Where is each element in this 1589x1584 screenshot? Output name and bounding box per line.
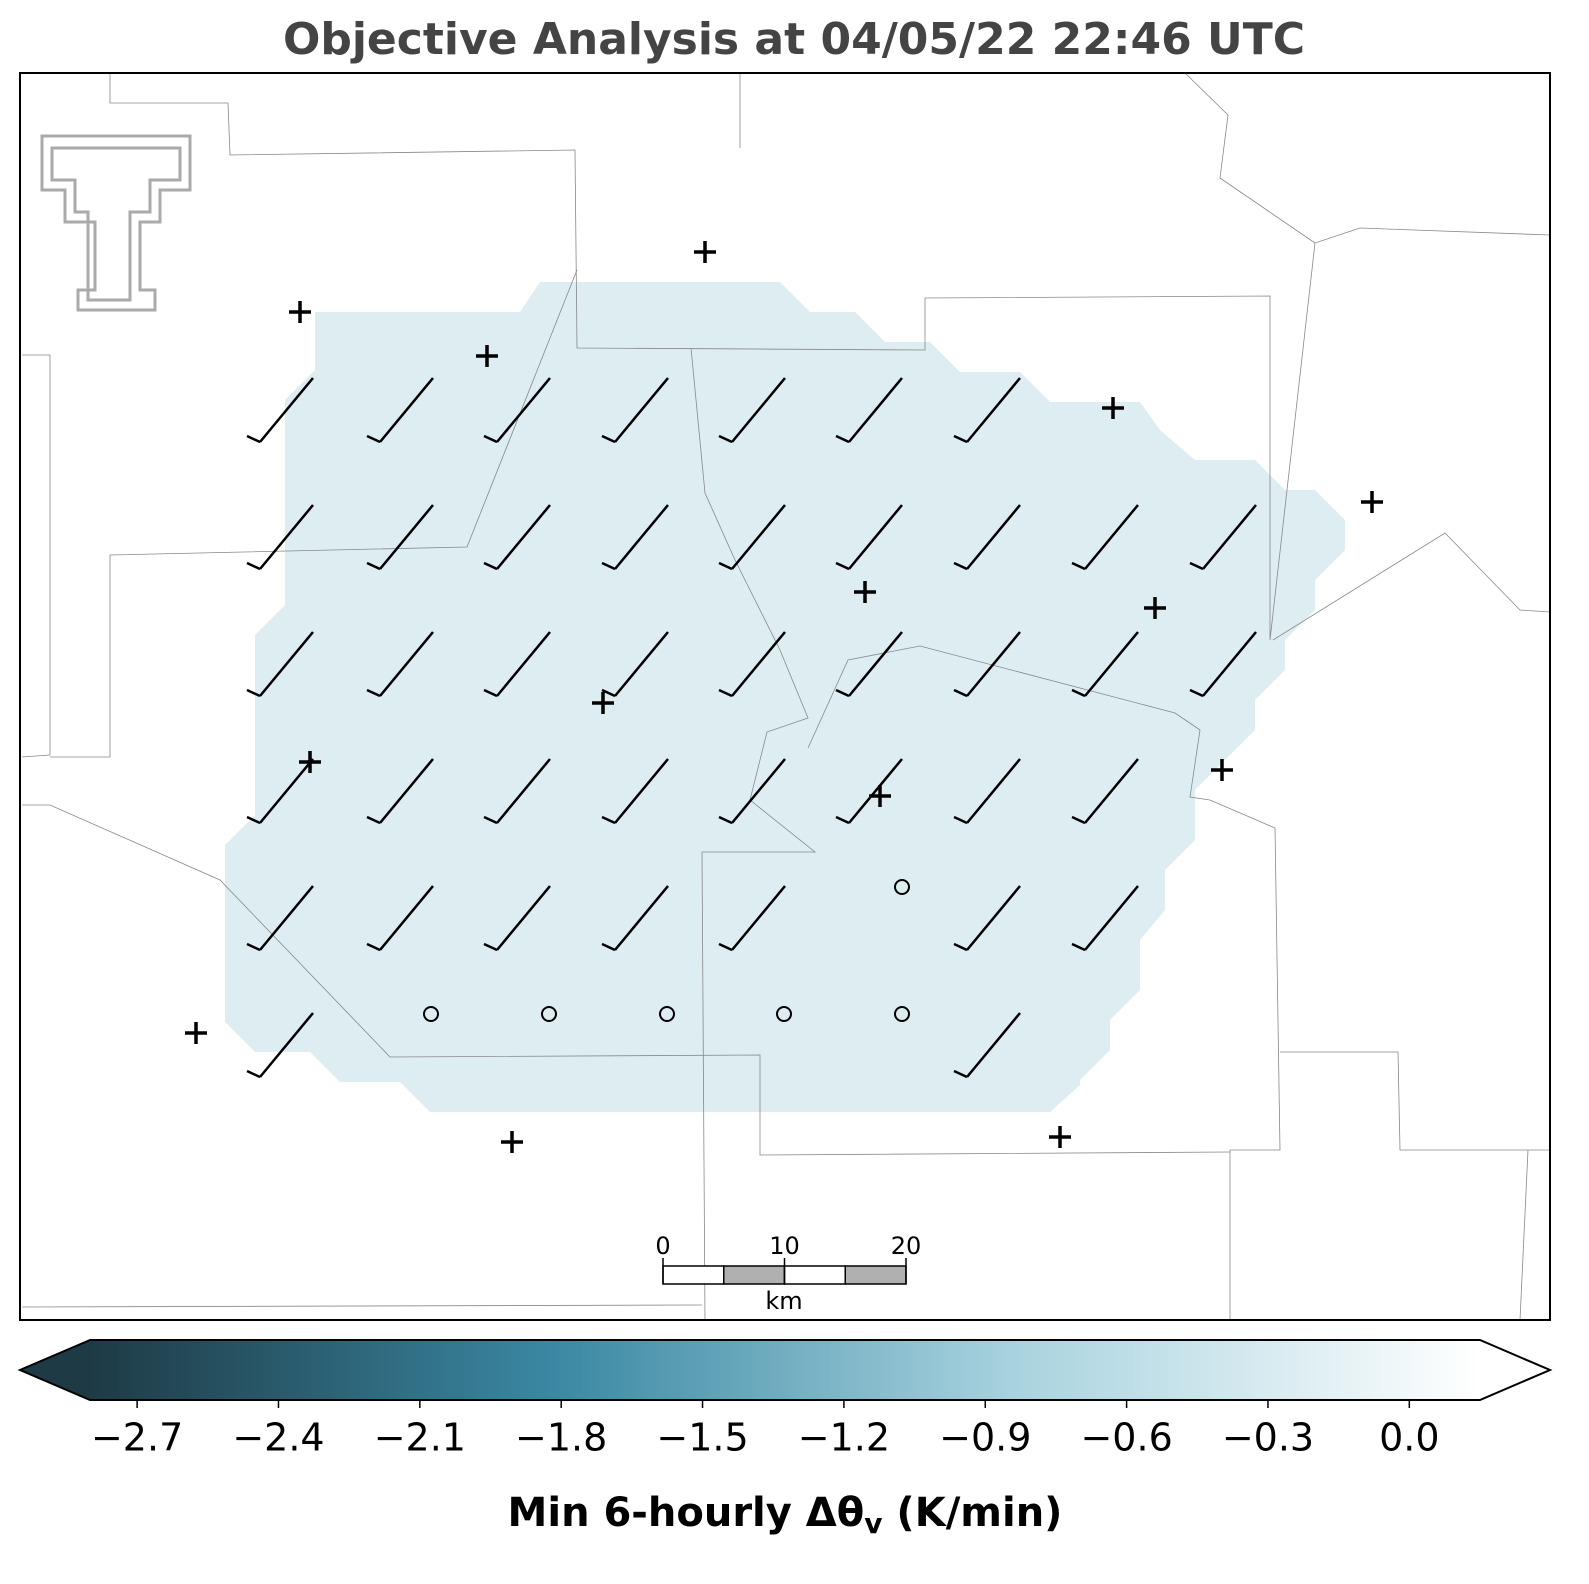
scale-tick-label: 10 [769,1232,800,1260]
wind-barb [1071,758,1139,825]
wind-barb [366,631,434,698]
scale-segment [844,1265,907,1285]
station-plus [694,241,716,263]
station-plus [299,751,321,773]
colorbar-extend-high [1480,1340,1550,1400]
wind-barb [483,885,551,952]
station-plus [1144,597,1166,619]
station-plus [476,345,498,367]
wind-barb [601,885,669,952]
wind-barb [718,885,786,952]
wind-barb [718,377,786,444]
analysis-shading [225,282,1345,1112]
colorbar-tick-label: −2.4 [232,1416,324,1460]
map: km 0 10 20 [19,72,1551,1321]
scale-unit: km [765,1287,802,1315]
wind-barb [1189,504,1257,571]
wind-barb [953,1012,1021,1079]
wind-barb [246,758,314,825]
scale-segment [783,1265,846,1285]
wind-barb [246,885,314,952]
label-sub: v [864,1507,882,1540]
colorbar-body [90,1340,1480,1400]
colorbar-tick-label: −1.5 [656,1416,748,1460]
station-plus [289,301,311,323]
colorbar-tick-label: −0.6 [1080,1416,1172,1460]
wind-barb [835,758,903,825]
wind-barb [483,504,551,571]
colorbar-tick-label: 0.0 [1379,1416,1439,1460]
wind-barb [718,504,786,571]
wind-barb [366,504,434,571]
colorbar-tick-label: −0.3 [1222,1416,1314,1460]
station-plus [592,692,614,714]
wind-barb [953,377,1021,444]
wind-barb [1189,631,1257,698]
scale-segment [662,1265,725,1285]
map-frame [19,72,1551,1321]
wind-barb [366,885,434,952]
station-plus [1102,397,1124,419]
scale-segment [723,1265,786,1285]
station-plus [1211,759,1233,781]
calm-station [894,1006,910,1022]
wind-barb [1071,885,1139,952]
wind-barb [366,377,434,444]
stations [185,241,1383,1153]
wind-barb [246,1012,314,1079]
colorbar-extend-low [20,1340,90,1400]
wind-barb [601,504,669,571]
wind-barb [483,631,551,698]
wind-barb [601,631,669,698]
station-plus [1049,1126,1071,1148]
colorbar-tick-label: −2.7 [91,1416,183,1460]
wind-barb [366,758,434,825]
wind-barb [246,631,314,698]
label-main: Min 6-hourly Δθ [508,1490,865,1536]
wind-barb [246,504,314,571]
colorbar-tick-label: −2.1 [374,1416,466,1460]
station-plus [185,1022,207,1044]
logo [40,134,192,312]
title: Objective Analysis at 04/05/22 22:46 UTC [283,14,1305,65]
scale-bar: km 0 10 20 [655,1232,921,1315]
calm-station [423,1006,439,1022]
wind-barb [953,631,1021,698]
calm-station [894,879,910,895]
wind-barb [835,631,903,698]
wind-barb [483,377,551,444]
wind-barb [483,758,551,825]
calm-station [659,1006,675,1022]
station-plus [869,785,891,807]
scale-tick-label: 20 [891,1232,922,1260]
wind-barb [601,758,669,825]
station-plus [1361,491,1383,513]
calm-station [541,1006,557,1022]
colorbar-outline [17,1339,1553,1401]
wind-barb [953,504,1021,571]
wind-barb [1071,504,1139,571]
wind-barb [835,377,903,444]
station-plus [854,581,876,603]
wind-barb [246,377,314,444]
wind-barb [718,758,786,825]
station-plus [501,1131,523,1153]
wind-barb [953,758,1021,825]
colorbar-tick-label: −1.8 [515,1416,607,1460]
wind-barb [835,504,903,571]
colorbar-label: Min 6-hourly Δθv (K/min) [508,1490,1063,1540]
colorbar-tick-label: −1.2 [798,1416,890,1460]
wind-barb [601,377,669,444]
wind-barb [953,885,1021,952]
calm-station [776,1006,792,1022]
scale-tick-label: 0 [655,1232,670,1260]
county-lines [21,72,1551,1321]
label-rest: (K/min) [882,1490,1062,1536]
wind-barb [718,631,786,698]
colorbar-tick-label: −0.9 [939,1416,1031,1460]
colorbar: Min 6-hourly Δθv (K/min) −2.7 −2.4 −2.1 −1.… [17,1339,1553,1540]
wind-barb [1071,631,1139,698]
